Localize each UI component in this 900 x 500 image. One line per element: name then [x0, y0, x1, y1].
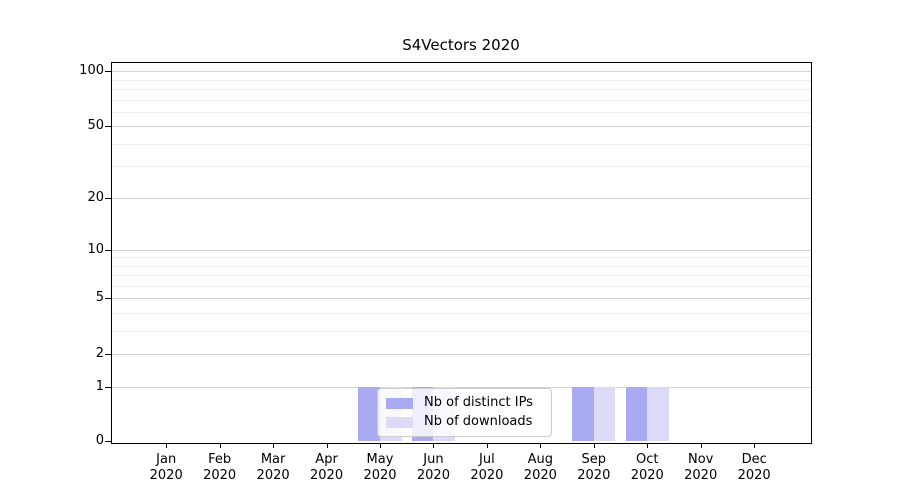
- x-tick-label-dec: Dec 2020: [727, 452, 781, 484]
- x-tick-label-oct: Oct 2020: [620, 452, 674, 484]
- bar-nb-of-distinct-ips-sep: [572, 386, 594, 441]
- gridline-major: [112, 354, 811, 356]
- x-tick-label-year: 2020: [577, 468, 611, 483]
- gridline-major: [112, 386, 811, 388]
- x-tick-label-year: 2020: [470, 468, 504, 483]
- gridline-major: [112, 71, 811, 73]
- y-tick-label: 2: [95, 346, 104, 362]
- gridline-major: [112, 249, 811, 251]
- x-tick: [219, 443, 221, 448]
- bar-nb-of-distinct-ips-oct: [625, 386, 648, 441]
- y-tick: [105, 126, 111, 128]
- x-tick-label-nov: Nov 2020: [674, 452, 728, 484]
- y-tick: [105, 441, 111, 442]
- y-tick: [105, 197, 111, 199]
- x-tick-label-jun: Jun 2020: [406, 452, 460, 484]
- gridline-minor: [112, 313, 811, 315]
- plot-area: [111, 62, 812, 444]
- x-tick: [433, 443, 435, 448]
- gridline-minor: [112, 99, 811, 101]
- gridline-minor: [112, 89, 811, 91]
- gridline-minor: [112, 275, 811, 277]
- x-tick-label-aug: Aug 2020: [513, 452, 567, 484]
- x-tick-label-month: Jun: [423, 452, 444, 467]
- x-tick-label-sep: Sep 2020: [567, 452, 621, 484]
- x-tick: [486, 443, 488, 448]
- x-tick-label-year: 2020: [203, 468, 237, 483]
- legend-item-downloads: Nb of downloads: [386, 414, 543, 430]
- y-tick: [105, 71, 111, 73]
- x-tick-label-year: 2020: [737, 468, 771, 483]
- x-tick: [647, 443, 649, 448]
- x-tick-label-year: 2020: [310, 468, 344, 483]
- gridline-major: [112, 197, 811, 199]
- bar-nb-of-downloads-sep: [593, 386, 616, 441]
- x-tick-label-year: 2020: [523, 468, 557, 483]
- x-tick-label-month: Jul: [479, 452, 495, 467]
- y-tick: [105, 354, 111, 356]
- y-tick-label: 10: [87, 241, 104, 257]
- y-tick-label: 50: [87, 118, 104, 134]
- x-tick-label-month: Dec: [741, 452, 767, 467]
- x-tick: [754, 443, 756, 448]
- bar-nb-of-downloads-oct: [647, 386, 669, 441]
- gridline-minor: [112, 265, 811, 267]
- x-tick-label-month: Aug: [527, 452, 554, 467]
- gridline-minor: [112, 257, 811, 259]
- x-tick-label-jul: Jul 2020: [460, 452, 514, 484]
- x-tick: [166, 443, 168, 448]
- x-tick-label-year: 2020: [416, 468, 450, 483]
- x-tick-label-year: 2020: [630, 468, 664, 483]
- x-tick-label-year: 2020: [684, 468, 718, 483]
- chart-title: S4Vectors 2020: [402, 36, 520, 54]
- x-tick: [540, 443, 542, 448]
- x-tick-label-month: Jan: [156, 452, 177, 467]
- y-tick: [105, 249, 111, 251]
- gridline-minor: [112, 331, 811, 333]
- x-tick: [326, 443, 328, 448]
- gridline-minor: [112, 111, 811, 113]
- x-tick: [593, 443, 595, 448]
- x-tick-label-may: May 2020: [353, 452, 407, 484]
- gridline-minor: [112, 166, 811, 168]
- x-tick-label-month: May: [366, 452, 394, 467]
- gridline-major: [112, 298, 811, 300]
- legend: Nb of distinct IPs Nb of downloads: [377, 388, 552, 437]
- x-tick-label-mar: Mar 2020: [246, 452, 300, 484]
- legend-swatch-downloads-icon: [386, 416, 413, 428]
- legend-swatch-distinct-ips-icon: [386, 397, 413, 409]
- gridline-major: [112, 126, 811, 128]
- gridline-minor: [112, 286, 811, 288]
- x-tick-label-month: Oct: [636, 452, 659, 467]
- gridline-minor: [112, 79, 811, 81]
- x-tick-label-month: Mar: [260, 452, 286, 467]
- x-tick: [700, 443, 702, 448]
- bar-nb-of-distinct-ips-may: [358, 386, 380, 441]
- legend-label-distinct-ips: Nb of distinct IPs: [424, 395, 533, 410]
- x-tick-label-month: Feb: [208, 452, 232, 467]
- x-tick-label-year: 2020: [149, 468, 183, 483]
- y-tick-label: 100: [79, 63, 104, 79]
- gridline-minor: [112, 143, 811, 145]
- x-tick-label-apr: Apr 2020: [300, 452, 354, 484]
- x-tick-label-jan: Jan 2020: [139, 452, 193, 484]
- x-tick: [273, 443, 275, 448]
- legend-item-distinct-ips: Nb of distinct IPs: [386, 395, 543, 411]
- y-tick-label: 0: [95, 433, 104, 448]
- x-tick-label-feb: Feb 2020: [193, 452, 247, 484]
- y-tick-label: 5: [95, 290, 104, 306]
- x-tick-label-month: Sep: [581, 452, 607, 467]
- legend-label-downloads: Nb of downloads: [424, 414, 533, 429]
- y-tick: [105, 386, 111, 388]
- x-tick-label-year: 2020: [363, 468, 397, 483]
- x-tick-label-year: 2020: [256, 468, 290, 483]
- y-tick-label: 1: [95, 378, 104, 394]
- x-tick-label-month: Apr: [315, 452, 338, 467]
- x-tick: [380, 443, 381, 448]
- y-tick: [105, 298, 111, 300]
- y-tick-label: 20: [87, 189, 104, 205]
- x-tick-label-month: Nov: [688, 452, 714, 467]
